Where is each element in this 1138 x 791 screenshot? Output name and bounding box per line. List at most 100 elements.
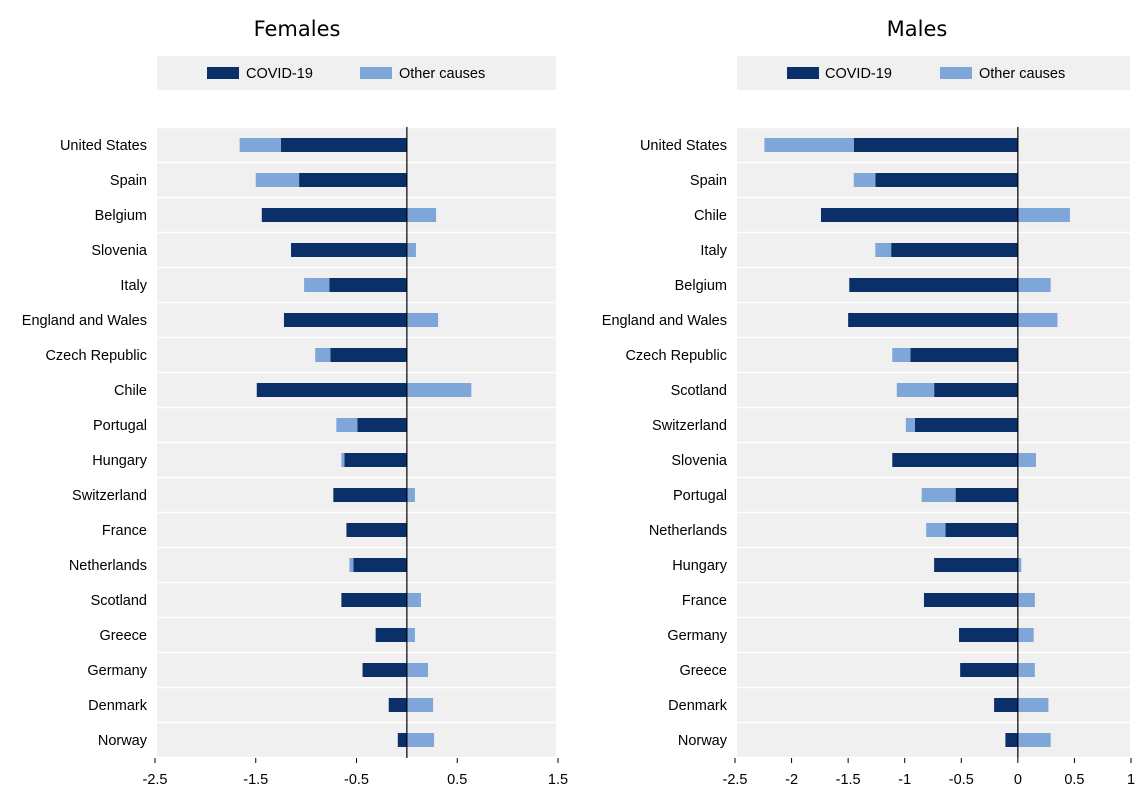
females-bar-covid <box>280 138 407 152</box>
females-panel-title: Females <box>254 17 341 41</box>
males-panel: Males COVID-19 Other causes United State… <box>602 17 1135 788</box>
females-category-label: United States <box>60 138 147 154</box>
females-bar-other <box>341 453 345 467</box>
females-category-label: England and Wales <box>22 313 147 329</box>
males-x-tick-labels: -2.5 -2 -1.5 -1 -0.5 0 0.5 1 <box>723 758 1135 788</box>
females-bar-covid <box>344 453 407 467</box>
males-bar-other <box>926 523 946 537</box>
males-category-label: Chile <box>694 208 727 224</box>
females-category-label: Norway <box>98 733 148 749</box>
males-bar-covid <box>892 453 1018 467</box>
males-bar-other <box>1017 593 1035 607</box>
females-bar-covid <box>291 243 407 257</box>
females-grid <box>157 126 556 759</box>
females-bar-covid <box>283 313 407 327</box>
females-x-tick-labels: -2.5 -1.5 -0.5 0.5 1.5 <box>143 758 568 788</box>
females-bar-covid <box>346 523 407 537</box>
males-bar-covid <box>875 173 1018 187</box>
females-x-tick-label: -2.5 <box>143 772 168 788</box>
females-bar-other <box>336 418 358 432</box>
females-category-label: France <box>102 523 147 539</box>
males-bar-covid <box>955 488 1018 502</box>
females-category-label: Spain <box>110 173 147 189</box>
males-bar-other <box>1017 698 1049 712</box>
males-category-label: Scotland <box>671 383 727 399</box>
females-bar-covid <box>397 733 407 747</box>
males-legend-label-covid: COVID-19 <box>825 66 892 82</box>
males-category-label: Germany <box>667 628 727 644</box>
females-bar-covid <box>375 628 407 642</box>
females-bar-other <box>406 208 437 222</box>
males-bar-covid <box>994 698 1018 712</box>
females-bars <box>239 138 472 747</box>
females-bar-covid <box>362 663 407 677</box>
females-category-label: Netherlands <box>69 558 147 574</box>
males-bar-covid <box>849 278 1018 292</box>
males-category-label: England and Wales <box>602 313 727 329</box>
females-panel: Females COVID-19 Other causes United Sta… <box>22 17 568 788</box>
males-bar-covid <box>945 523 1018 537</box>
males-bar-covid <box>923 593 1018 607</box>
males-category-label: Netherlands <box>649 523 727 539</box>
females-bar-covid <box>357 418 407 432</box>
males-bar-covid <box>848 313 1018 327</box>
females-bar-other <box>406 733 435 747</box>
females-category-label: Portugal <box>93 418 147 434</box>
females-x-tick-label: -1.5 <box>243 772 268 788</box>
males-bar-covid <box>934 383 1018 397</box>
males-bar-other <box>1017 313 1058 327</box>
females-bar-covid <box>330 348 407 362</box>
males-grid <box>737 126 1130 759</box>
males-x-tick-label: 0 <box>1014 772 1022 788</box>
males-x-tick-label: -2 <box>785 772 798 788</box>
females-category-label: Germany <box>87 663 147 679</box>
males-category-label: Denmark <box>668 698 728 714</box>
females-x-tick-label: 0.5 <box>447 772 467 788</box>
males-bar-covid <box>820 208 1018 222</box>
females-bar-other <box>406 313 439 327</box>
males-bar-other <box>1017 663 1035 677</box>
females-bar-covid <box>333 488 407 502</box>
females-bar-covid <box>261 208 407 222</box>
females-bar-covid <box>256 383 407 397</box>
females-legend-swatch-covid <box>207 67 239 79</box>
females-bar-covid <box>353 558 407 572</box>
females-bar-other <box>406 383 472 397</box>
males-bar-covid <box>934 558 1018 572</box>
males-category-label: Switzerland <box>652 418 727 434</box>
females-bar-other <box>255 173 300 187</box>
males-x-tick-label: 1 <box>1127 772 1135 788</box>
females-bar-other <box>304 278 330 292</box>
males-legend-swatch-other <box>940 67 972 79</box>
males-category-label: France <box>682 593 727 609</box>
males-category-label: United States <box>640 138 727 154</box>
males-category-label: Hungary <box>672 558 728 574</box>
males-category-label: Czech Republic <box>625 348 727 364</box>
females-category-label: Slovenia <box>91 243 148 259</box>
males-category-label: Italy <box>700 243 727 259</box>
males-bar-covid <box>960 663 1018 677</box>
females-category-label: Belgium <box>95 208 147 224</box>
males-bar-other <box>921 488 956 502</box>
males-bars <box>764 138 1070 747</box>
females-bar-covid <box>388 698 407 712</box>
males-category-label: Belgium <box>675 278 727 294</box>
females-bar-covid <box>329 278 407 292</box>
males-bar-covid <box>853 138 1018 152</box>
females-legend-label-covid: COVID-19 <box>246 66 313 82</box>
females-bar-covid <box>341 593 407 607</box>
females-category-label: Chile <box>114 383 147 399</box>
females-bar-other <box>406 488 415 502</box>
males-category-label: Spain <box>690 173 727 189</box>
males-bar-other <box>764 138 854 152</box>
males-x-tick-label: -2.5 <box>723 772 748 788</box>
females-category-label: Greece <box>99 628 147 644</box>
males-bar-other <box>1017 558 1022 572</box>
females-category-label: Denmark <box>88 698 148 714</box>
females-legend-swatch-other <box>360 67 392 79</box>
males-bar-covid <box>1005 733 1018 747</box>
males-bar-other <box>1017 278 1051 292</box>
males-bar-other <box>892 348 911 362</box>
males-x-tick-label: -1 <box>898 772 911 788</box>
females-category-label: Italy <box>120 278 147 294</box>
